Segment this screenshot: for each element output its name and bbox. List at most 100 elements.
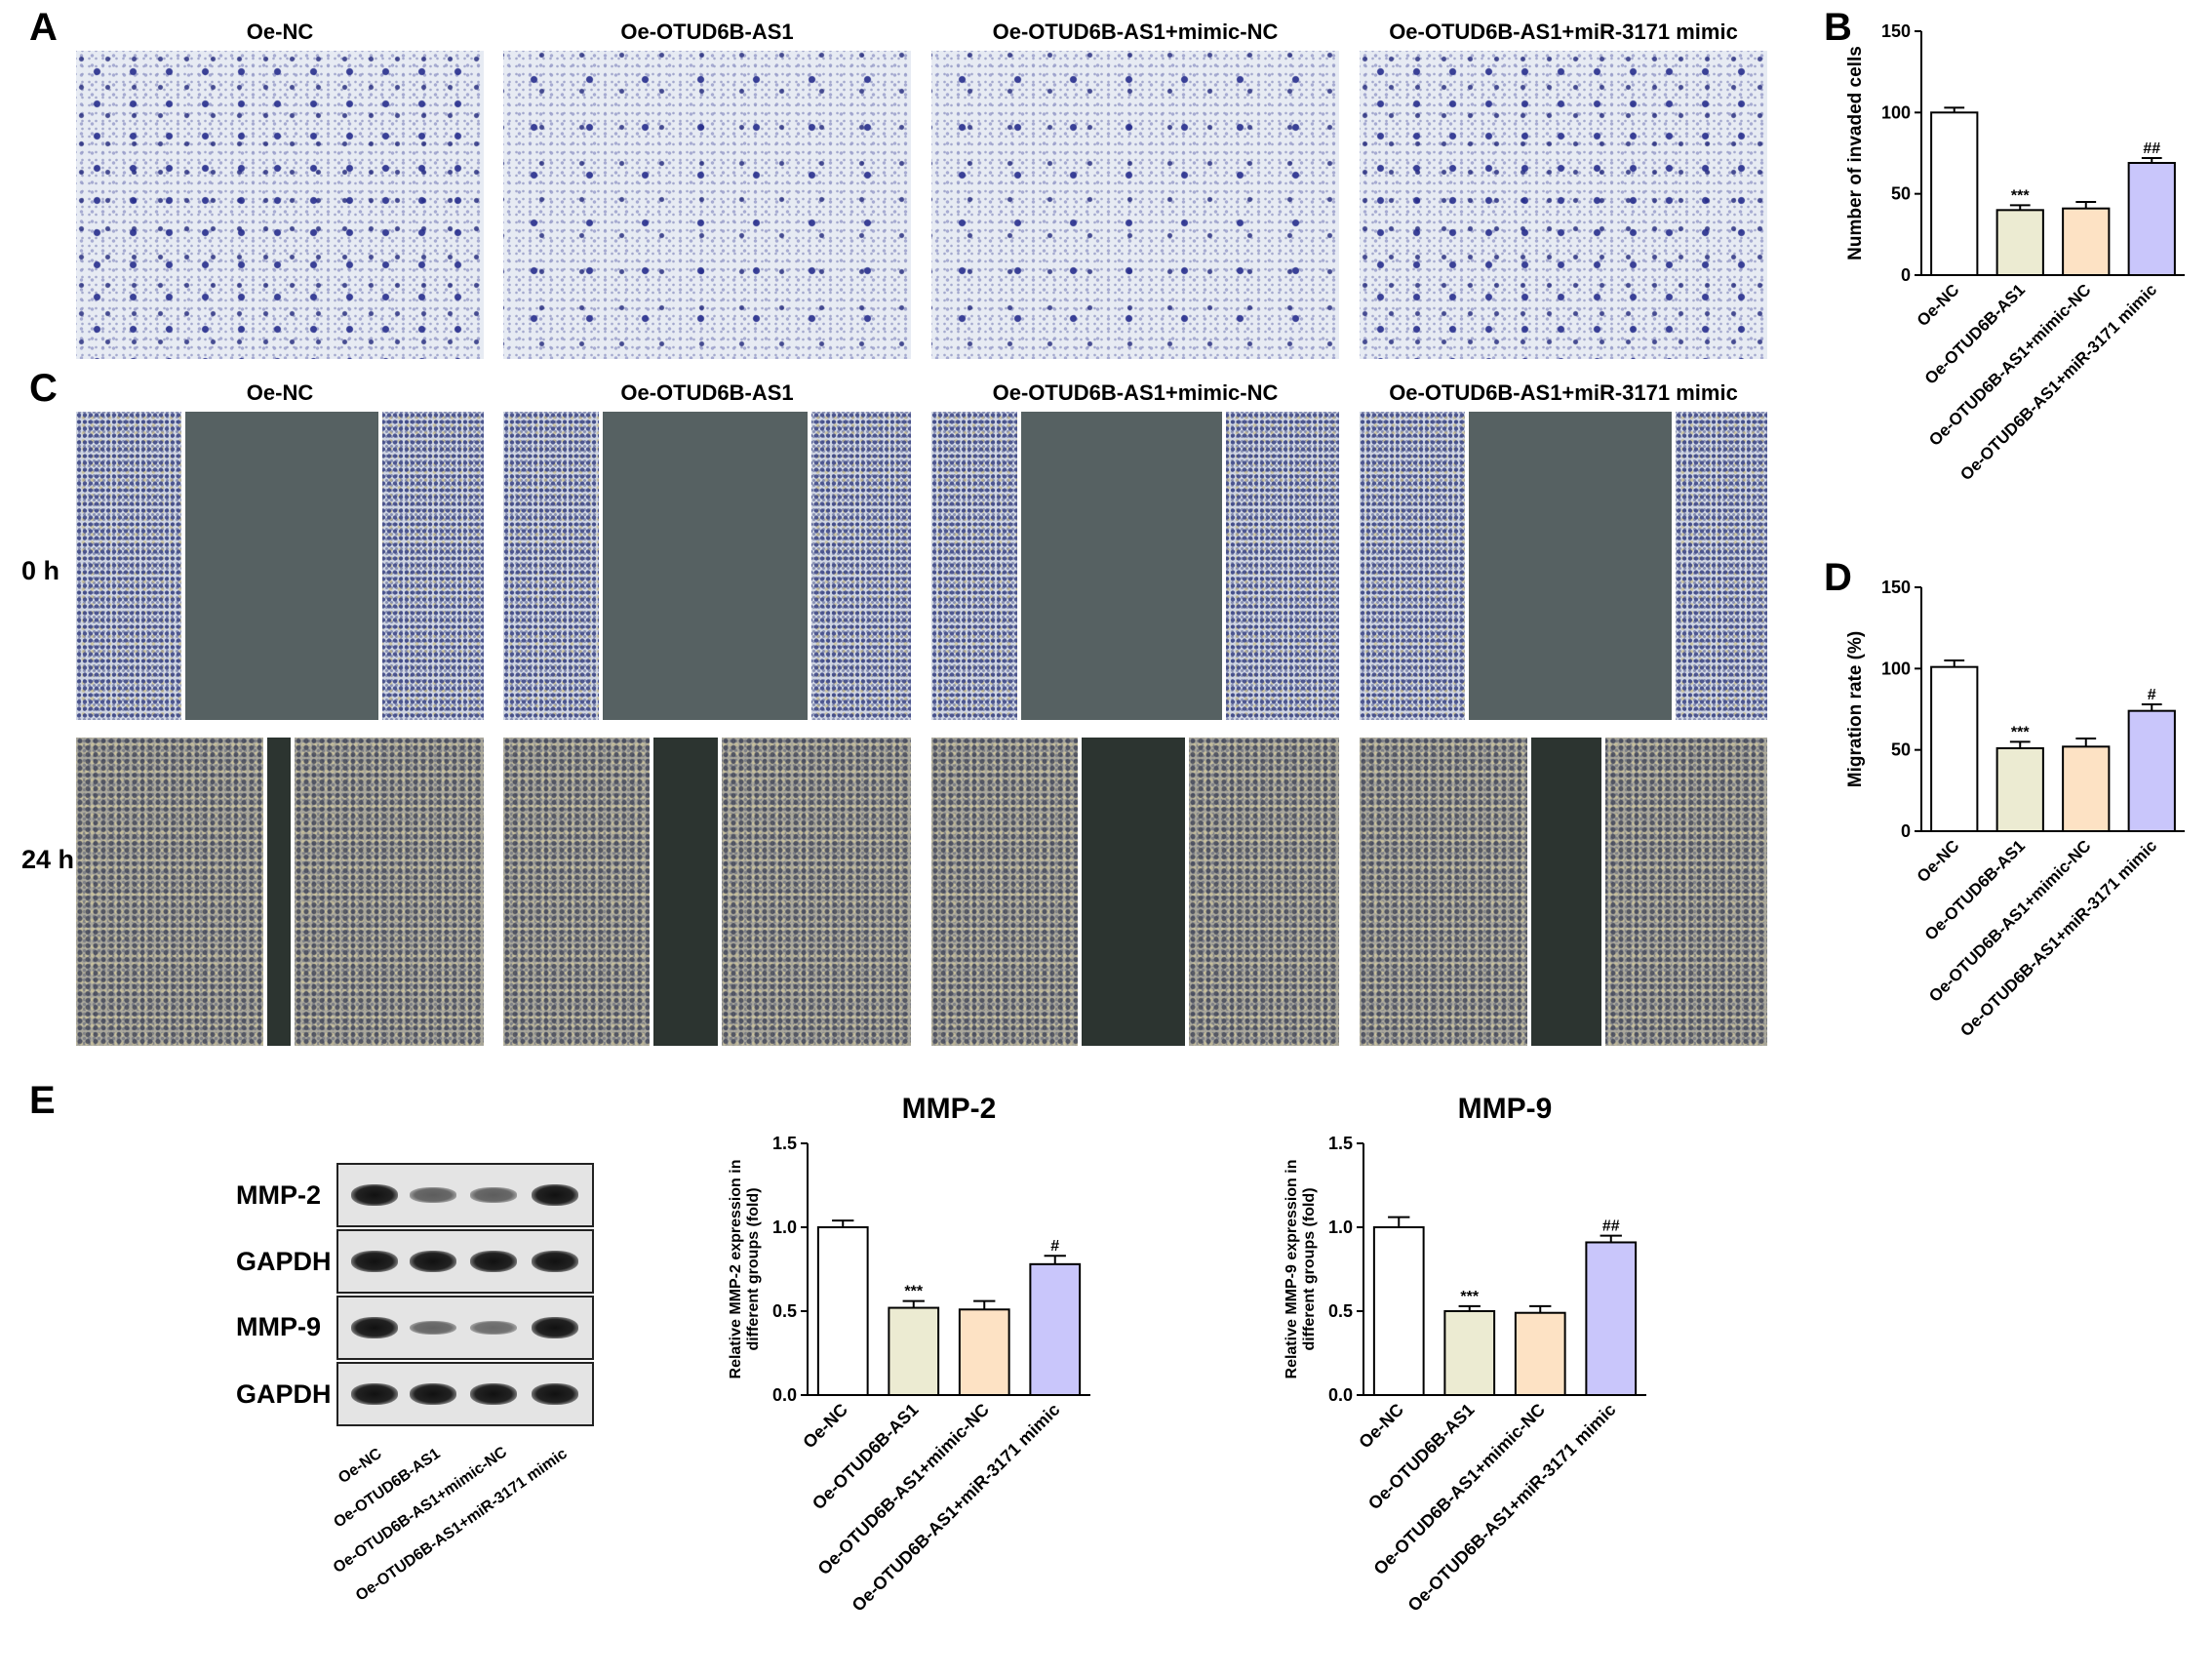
significance-label: *** bbox=[2011, 187, 2030, 204]
panel-c-title-1: Oe-NC bbox=[246, 380, 314, 405]
bar bbox=[1443, 1310, 1496, 1396]
wound-24h-mir-3171-mimic bbox=[1360, 738, 1767, 1046]
blot-band bbox=[410, 1187, 456, 1203]
bar bbox=[1930, 665, 1979, 832]
bar bbox=[1514, 1311, 1566, 1396]
y-axis-label: Migration rate (%) bbox=[1845, 631, 1866, 787]
significance-label: # bbox=[1050, 1238, 1059, 1255]
blot-band bbox=[532, 1184, 578, 1206]
bar bbox=[958, 1308, 1010, 1396]
y-tick-label: 150 bbox=[1881, 21, 1911, 41]
wound-0h-oe-nc bbox=[76, 412, 484, 720]
panel-c-title-3: Oe-OTUD6B-AS1+mimic-NC bbox=[992, 380, 1279, 405]
blot-band bbox=[410, 1320, 456, 1336]
chart-mmp2: MMP-2 Relative MMP-2 expression in differe… bbox=[728, 1093, 1090, 1616]
blot-band bbox=[532, 1383, 578, 1405]
blot-band bbox=[351, 1383, 398, 1405]
blot-band bbox=[470, 1251, 517, 1272]
panel-a-title-1: Oe-NC bbox=[246, 20, 314, 44]
blot-band bbox=[410, 1251, 456, 1272]
bar bbox=[2062, 207, 2111, 277]
y-tick-label: 0.0 bbox=[772, 1385, 797, 1405]
y-axis-label: different groups (fold) bbox=[1301, 1187, 1318, 1350]
y-tick-label: 0.0 bbox=[1328, 1385, 1353, 1405]
chart-title: MMP-9 bbox=[1458, 1093, 1553, 1125]
significance-label: # bbox=[2148, 687, 2156, 703]
y-tick-label: 100 bbox=[1881, 659, 1911, 678]
x-tick-label: Oe-NC bbox=[1914, 280, 1963, 330]
chart-mmp9: MMP-9 Relative MMP-9 expression in differe… bbox=[1284, 1093, 1646, 1616]
wound-0h-mimic-nc bbox=[931, 412, 1339, 720]
bar bbox=[1585, 1241, 1638, 1396]
panel-label-e: E bbox=[29, 1079, 56, 1122]
row-label-0h: 0 h bbox=[21, 556, 60, 585]
blot-band bbox=[532, 1251, 578, 1272]
y-tick-label: 1.0 bbox=[1328, 1218, 1353, 1237]
chart-title: MMP-2 bbox=[902, 1093, 997, 1125]
panel-a-title-2: Oe-OTUD6B-AS1 bbox=[620, 20, 794, 44]
significance-label: *** bbox=[904, 1284, 923, 1300]
blot-label-gapdh-1: GAPDH bbox=[236, 1247, 332, 1276]
panel-c-title-4: Oe-OTUD6B-AS1+miR-3171 mimic bbox=[1389, 380, 1738, 405]
blot-band bbox=[470, 1320, 517, 1336]
wound-24h-oe-nc bbox=[76, 738, 484, 1046]
blot-band bbox=[470, 1187, 517, 1203]
blot-band bbox=[351, 1251, 398, 1272]
y-tick-label: 100 bbox=[1881, 102, 1911, 122]
bar bbox=[1930, 111, 1979, 277]
y-axis-label: Relative MMP-9 expression in bbox=[1284, 1160, 1300, 1379]
panel-a-title-3: Oe-OTUD6B-AS1+mimic-NC bbox=[992, 20, 1279, 44]
significance-label: ## bbox=[1602, 1218, 1620, 1235]
invasion-image-oe-nc bbox=[76, 51, 484, 359]
panel-label-b: B bbox=[1824, 6, 1852, 49]
wound-0h-oe-otud6b-as1 bbox=[503, 412, 911, 720]
bar bbox=[1372, 1226, 1425, 1396]
blot-band bbox=[470, 1383, 517, 1405]
significance-label: *** bbox=[2011, 724, 2030, 740]
wound-24h-mimic-nc bbox=[931, 738, 1339, 1046]
invasion-image-mimic-nc bbox=[931, 51, 1339, 359]
bar bbox=[888, 1306, 940, 1396]
y-tick-label: 1.5 bbox=[1328, 1134, 1353, 1153]
blot-band bbox=[532, 1317, 578, 1338]
panel-label-a: A bbox=[29, 6, 58, 49]
wound-24h-oe-otud6b-as1 bbox=[503, 738, 911, 1046]
significance-label: *** bbox=[1460, 1289, 1479, 1305]
chart-invaded-cells: Number of invaded cells 0 50 100 150 Oe-NC ***… bbox=[1845, 21, 2185, 484]
y-tick-label: 0.5 bbox=[1328, 1301, 1353, 1321]
significance-label: ## bbox=[2143, 140, 2160, 157]
panel-c-title-2: Oe-OTUD6B-AS1 bbox=[620, 380, 794, 405]
x-tick-label: Oe-NC bbox=[1914, 836, 1963, 886]
invasion-image-oe-otud6b-as1 bbox=[503, 51, 911, 359]
x-tick-label: Oe-NC bbox=[1355, 1400, 1407, 1453]
y-tick-label: 50 bbox=[1891, 184, 1911, 204]
y-tick-label: 1.0 bbox=[772, 1218, 797, 1237]
blot-band bbox=[351, 1184, 398, 1206]
y-tick-label: 0 bbox=[1901, 821, 1911, 841]
y-axis-label: Relative MMP-2 expression in bbox=[728, 1160, 744, 1379]
blot-label-mmp2: MMP-2 bbox=[236, 1180, 321, 1210]
y-tick-label: 150 bbox=[1881, 578, 1911, 597]
y-axis-label: Number of invaded cells bbox=[1845, 46, 1866, 260]
blot-label-mmp9: MMP-9 bbox=[236, 1312, 321, 1341]
x-tick-label: Oe-NC bbox=[799, 1400, 851, 1453]
invasion-image-mir-3171-mimic bbox=[1360, 51, 1767, 359]
panel-label-d: D bbox=[1824, 556, 1852, 599]
bar bbox=[2127, 709, 2176, 833]
bar bbox=[816, 1226, 869, 1396]
y-tick-label: 50 bbox=[1891, 740, 1911, 760]
panel-label-c: C bbox=[29, 367, 58, 410]
bar bbox=[1995, 209, 2044, 276]
bar bbox=[1029, 1262, 1082, 1396]
blot-label-gapdh-2: GAPDH bbox=[236, 1379, 332, 1409]
blot-band bbox=[351, 1317, 398, 1338]
y-tick-label: 0.5 bbox=[772, 1301, 797, 1321]
y-tick-label: 1.5 bbox=[772, 1134, 797, 1153]
panel-a-title-4: Oe-OTUD6B-AS1+miR-3171 mimic bbox=[1389, 20, 1738, 44]
bar bbox=[2127, 162, 2176, 276]
wound-0h-mir-3171-mimic bbox=[1360, 412, 1767, 720]
y-tick-label: 0 bbox=[1901, 265, 1911, 285]
chart-migration-rate: Migration rate (%)050100150Oe-NC***Oe-OT… bbox=[1845, 578, 2185, 1040]
row-label-24h: 24 h bbox=[21, 845, 75, 874]
y-axis-label: different groups (fold) bbox=[745, 1187, 762, 1350]
